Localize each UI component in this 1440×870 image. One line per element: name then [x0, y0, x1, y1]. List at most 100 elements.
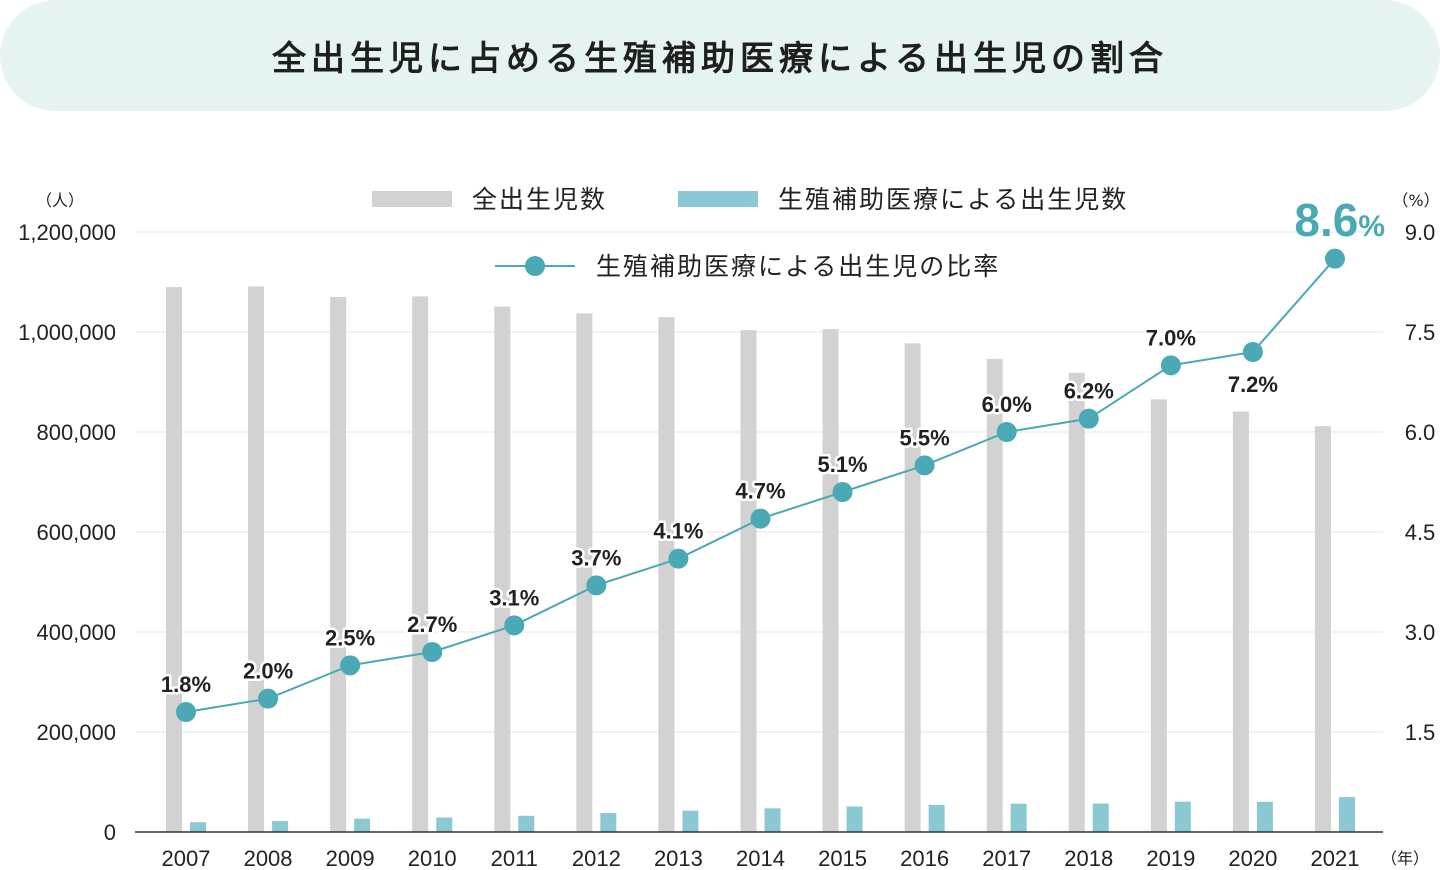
left-tick-label: 1,000,000: [18, 320, 116, 345]
legend-label-total: 全出生児数: [472, 185, 607, 214]
ratio-data-label: 2.5%: [325, 625, 375, 650]
x-tick-label: 2012: [572, 846, 621, 870]
x-tick-label: 2010: [408, 846, 457, 870]
total-births-bar: [904, 343, 921, 832]
total-births-bar: [1150, 399, 1167, 832]
ratio-point: [750, 508, 771, 529]
art-births-bar: [190, 822, 206, 832]
ratio-data-label: 6.0%: [982, 392, 1032, 417]
right-tick-label: 1.5: [1405, 720, 1436, 745]
art-births-bar: [764, 808, 781, 832]
total-births-bar: [1314, 426, 1331, 832]
art-births-bar: [272, 821, 289, 832]
ratio-point: [586, 575, 607, 596]
total-births-bar: [412, 296, 429, 832]
x-tick-label: 2008: [244, 846, 293, 870]
ratio-data-label: 1.8%: [161, 672, 211, 697]
right-tick-label: 7.5: [1405, 320, 1436, 345]
legend-label-art: 生殖補助医療による出生児数: [778, 185, 1128, 214]
ratio-point: [1160, 355, 1181, 376]
total-births-bar: [576, 313, 593, 832]
ratio-data-label: 2.0%: [243, 659, 293, 684]
total-births-bar: [166, 287, 182, 832]
x-tick-label: 2021: [1311, 846, 1360, 870]
left-tick-label: 200,000: [36, 720, 116, 745]
ratio-data-label: 3.1%: [489, 585, 539, 610]
ratio-point: [1078, 408, 1099, 429]
ratio-data-label: 3.7%: [571, 545, 621, 570]
art-births-bar: [354, 818, 371, 832]
highlight-percent-sign: %: [1358, 210, 1385, 243]
x-tick-label: 2018: [1064, 846, 1113, 870]
ratio-data-label: 6.2%: [1064, 379, 1114, 404]
x-tick-label: 2016: [900, 846, 949, 870]
x-tick-label: 2017: [982, 846, 1031, 870]
x-tick-label: 2007: [162, 846, 211, 870]
bars: [166, 286, 1355, 832]
art-births-bar: [1338, 797, 1355, 832]
ratio-point: [668, 548, 689, 569]
total-births-bar: [248, 286, 265, 832]
ratio-point: [258, 688, 279, 709]
ratio-data-label: 7.0%: [1146, 325, 1196, 350]
ratio-point: [1324, 248, 1345, 269]
x-tick-label: 2014: [736, 846, 785, 870]
x-tick-label: 2011: [491, 846, 538, 870]
ratio-data-label: 5.1%: [817, 452, 867, 477]
axes: 0 200,000 400,000 600,000 800,000 1,000,000 1,…: [18, 220, 1435, 870]
right-tick-label: 9.0: [1405, 220, 1436, 245]
left-tick-label: 400,000: [36, 620, 116, 645]
ratio-point: [340, 655, 361, 676]
ratio-point: [422, 642, 443, 662]
right-tick-label: 6.0: [1405, 420, 1436, 445]
ratio-line-layer: 1.8% 2.0% 2.5% 2.7% 3.1% 3.7% 4.1% 4.7% 5.1% 5.5%…: [158, 248, 1345, 722]
x-axis-unit: （年）: [1381, 849, 1429, 868]
ratio-data-label: 7.2%: [1228, 372, 1278, 397]
ratio-point: [996, 422, 1017, 442]
total-births-bar: [1068, 372, 1085, 832]
total-births-bar: [330, 296, 347, 832]
left-tick-label: 1,200,000: [18, 220, 116, 245]
legend-swatch-ratio-dot: [525, 256, 545, 276]
x-tick-label: 2015: [818, 846, 867, 870]
x-tick-label: 2009: [326, 846, 375, 870]
art-births-bar: [1010, 803, 1027, 832]
ratio-point: [914, 455, 935, 476]
highlight-value: 8.6%: [1294, 194, 1385, 246]
highlight-number: 8.6: [1294, 194, 1358, 246]
total-births-bar: [1232, 411, 1249, 832]
left-tick-label: 800,000: [36, 420, 116, 445]
x-tick-label: 2019: [1146, 846, 1195, 870]
left-axis-unit: （人）: [36, 191, 84, 210]
right-axis-unit: （%）: [1392, 191, 1439, 210]
art-births-bar: [928, 804, 945, 832]
ratio-data-label: 5.5%: [900, 425, 950, 450]
art-births-bar: [518, 815, 535, 832]
total-births-bar: [740, 330, 757, 832]
ratio-point: [176, 702, 196, 722]
right-tick-label: 3.0: [1405, 620, 1436, 645]
legend-swatch-total: [372, 191, 452, 207]
ratio-data-label: 4.7%: [735, 479, 785, 504]
x-tick-label: 2020: [1228, 846, 1277, 870]
total-births-bar: [494, 306, 511, 832]
legend-label-ratio: 生殖補助医療による出生児の比率: [596, 252, 1000, 281]
total-births-bar: [822, 329, 839, 832]
ratio-point: [504, 615, 525, 636]
art-births-bar: [1174, 801, 1191, 832]
left-tick-label: 600,000: [36, 520, 116, 545]
art-births-bar: [1092, 803, 1109, 832]
title-banner: 全出生児に占める生殖補助医療による出生児の割合: [0, 0, 1440, 111]
art-births-bar: [436, 817, 453, 832]
art-births-bar: [600, 813, 617, 832]
ratio-data-label: 4.1%: [653, 519, 703, 544]
ratio-point: [832, 482, 853, 502]
chart-title: 全出生児に占める生殖補助医療による出生児の割合: [272, 39, 1168, 79]
left-tick-label: 0: [104, 820, 116, 845]
total-births-bar: [986, 358, 1003, 832]
art-births-bar: [846, 806, 863, 832]
art-births-bar: [1256, 801, 1273, 832]
x-tick-label: 2013: [654, 846, 703, 870]
